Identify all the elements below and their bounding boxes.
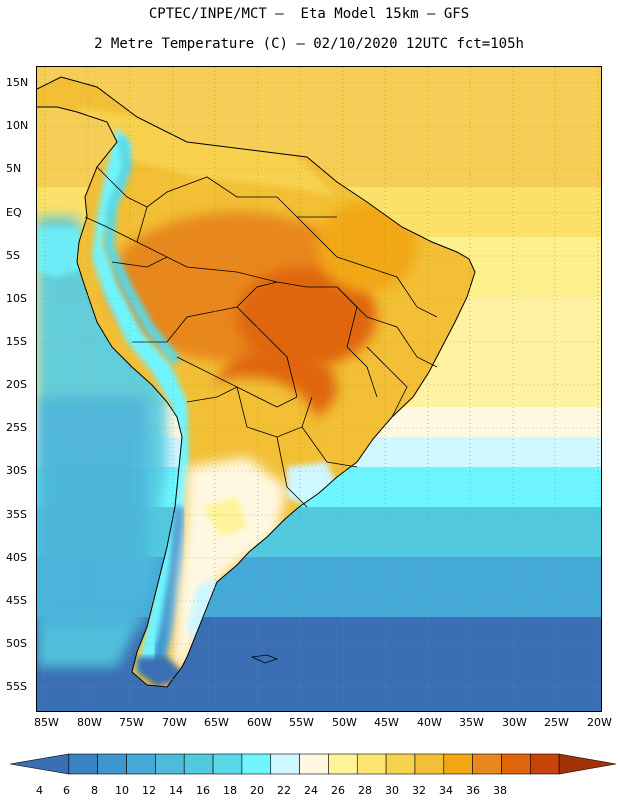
lon-label: 20W [587, 716, 612, 729]
lat-label: 10N [6, 119, 29, 132]
colorbar-label: 34 [439, 784, 453, 797]
lat-label: 45S [6, 594, 27, 607]
map-canvas [37, 67, 601, 711]
lat-label: 35S [6, 508, 27, 521]
colorbar-swatch [501, 753, 531, 775]
colorbar [9, 753, 617, 775]
colorbar-label: 30 [385, 784, 399, 797]
lat-label: 50S [6, 637, 27, 650]
lon-label: 70W [162, 716, 187, 729]
colorbar-label: 14 [169, 784, 183, 797]
colorbar-swatch [356, 753, 387, 775]
colorbar-label: 26 [331, 784, 345, 797]
lon-label: 25W [544, 716, 569, 729]
colorbar-label: 8 [91, 784, 98, 797]
colorbar-arrow-low [9, 753, 70, 775]
colorbar-swatch [97, 753, 127, 775]
colorbar-label: 32 [412, 784, 426, 797]
coastline [37, 76, 476, 688]
colorbar-swatch [183, 753, 214, 775]
lat-label: 5S [6, 249, 20, 262]
map-title-line2: 2 Metre Temperature (C) — 02/10/2020 12U… [94, 36, 524, 52]
land-uruguay-cool [287, 462, 337, 507]
lat-label: 40S [6, 551, 27, 564]
lon-label: 60W [247, 716, 272, 729]
lon-label: 40W [417, 716, 442, 729]
lat-label: 5N [6, 162, 22, 175]
pacific-deep-cool [37, 397, 147, 627]
lat-label: 20S [6, 378, 27, 391]
colorbar-swatch [530, 753, 560, 775]
colorbar-label: 22 [277, 784, 291, 797]
colorbar-label: 12 [142, 784, 156, 797]
lon-label: 85W [34, 716, 59, 729]
temperature-map [36, 66, 602, 712]
land-argentina-warm [202, 497, 247, 537]
colorbar-swatch [443, 753, 473, 775]
colorbar-label: 18 [223, 784, 237, 797]
falkland-islands [250, 654, 279, 664]
colorbar-swatch [241, 753, 272, 775]
colorbar-label: 24 [304, 784, 318, 797]
lon-label: 30W [502, 716, 527, 729]
lon-label: 80W [77, 716, 102, 729]
colorbar-label: 20 [250, 784, 264, 797]
lon-label: 45W [374, 716, 399, 729]
colorbar-label: 4 [36, 784, 43, 797]
colorbar-label: 6 [63, 784, 70, 797]
lon-label: 75W [119, 716, 144, 729]
land-andes-ridge [103, 136, 181, 366]
lat-label: 15S [6, 335, 27, 348]
lon-label: 35W [459, 716, 484, 729]
colorbar-swatch [414, 753, 445, 775]
lat-label: 55S [6, 680, 27, 693]
lat-label: 10S [6, 292, 27, 305]
lat-label: 15N [6, 76, 29, 89]
colorbar-swatch [472, 753, 502, 775]
lon-label: 50W [332, 716, 357, 729]
colorbar-swatch [270, 753, 300, 775]
colorbar-label: 36 [466, 784, 480, 797]
colorbar-swatch [155, 753, 185, 775]
lon-label: 65W [204, 716, 229, 729]
colorbar-label: 16 [196, 784, 210, 797]
colorbar-label: 38 [493, 784, 507, 797]
colorbar-arrow-high [558, 753, 617, 775]
colorbar-label: 10 [115, 784, 129, 797]
lat-label: 25S [6, 421, 27, 434]
land-north-warm [77, 107, 337, 197]
colorbar-swatch [68, 753, 98, 775]
colorbar-swatch [385, 753, 416, 775]
colorbar-swatch [126, 753, 156, 775]
country-borders [84, 166, 438, 508]
colorbar-label: 28 [358, 784, 372, 797]
map-title-line1: CPTEC/INPE/MCT — Eta Model 15km — GFS [148, 6, 470, 22]
colorbar-swatch [212, 753, 243, 775]
land-patagonia-andes [150, 506, 189, 669]
lat-label: 30S [6, 464, 27, 477]
colorbar-swatch [299, 753, 329, 775]
lat-label: EQ [6, 206, 22, 219]
lon-label: 55W [289, 716, 314, 729]
colorbar-swatch [328, 753, 358, 775]
land-northeast-warm [317, 202, 417, 292]
